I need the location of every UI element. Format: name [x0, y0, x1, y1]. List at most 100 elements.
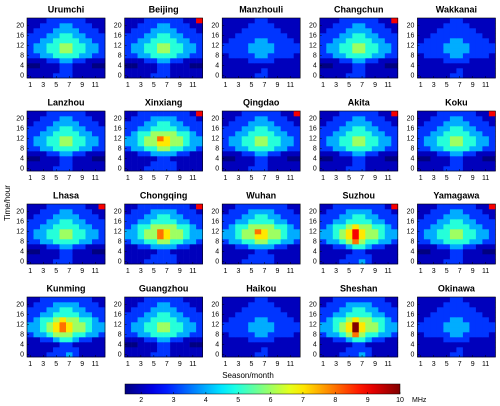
- heat-cell: [222, 161, 229, 167]
- heat-cell: [157, 244, 164, 250]
- heat-cell: [235, 352, 242, 358]
- heat-cell: [482, 156, 490, 162]
- heat-cell: [462, 131, 470, 137]
- heat-cell: [79, 28, 86, 34]
- heat-cell: [326, 126, 334, 132]
- heat-cell: [358, 307, 366, 313]
- heat-cell: [157, 342, 164, 348]
- heat-cell: [462, 43, 470, 49]
- heat-cell: [456, 43, 464, 49]
- heat-cell: [248, 219, 255, 225]
- heat-cell: [462, 244, 470, 250]
- heat-cell: [131, 307, 138, 313]
- heat-cell: [423, 259, 431, 265]
- heat-cell: [163, 68, 171, 74]
- heat-cell: [124, 136, 132, 142]
- heat-cell: [66, 347, 73, 353]
- heat-cell: [339, 131, 347, 137]
- heat-cell: [98, 347, 106, 353]
- heat-cell: [475, 43, 483, 49]
- y-tick-label: 20: [114, 301, 122, 308]
- heat-cell: [163, 307, 171, 313]
- heat-cell: [449, 312, 457, 318]
- heat-cell: [241, 209, 249, 215]
- heat-cell: [137, 156, 145, 162]
- heat-cell: [378, 337, 386, 343]
- heat-cell: [274, 116, 281, 122]
- heat-cell: [417, 322, 425, 328]
- heat-cell: [345, 254, 353, 260]
- heat-cell: [170, 161, 177, 167]
- heat-cell: [157, 63, 164, 69]
- y-tick-label: 16: [114, 32, 122, 39]
- heat-cell: [475, 317, 483, 323]
- heat-cell: [176, 141, 184, 147]
- heat-cell: [40, 53, 47, 59]
- heat-cell: [449, 68, 457, 74]
- heat-cell: [176, 342, 184, 348]
- heat-cell: [92, 249, 99, 255]
- heat-cell: [72, 166, 80, 172]
- heat-cell: [339, 141, 347, 147]
- heat-cell: [475, 73, 483, 79]
- heat-cell: [443, 161, 451, 167]
- panel-frame: [26, 203, 106, 265]
- heat-cell: [365, 317, 373, 323]
- heat-cell: [475, 347, 483, 353]
- heat-cell: [150, 48, 158, 54]
- y-tick-label: 8: [20, 238, 24, 245]
- heat-cell: [150, 43, 158, 49]
- heat-cell: [124, 249, 132, 255]
- heat-cell: [449, 302, 457, 308]
- heat-cell: [150, 307, 158, 313]
- y-tick-label: 20: [114, 208, 122, 215]
- heat-cell: [319, 33, 327, 39]
- heat-cell: [287, 244, 294, 250]
- heat-cell: [189, 332, 197, 338]
- heat-cell: [280, 342, 288, 348]
- heat-cell: [488, 28, 496, 34]
- heat-cell: [53, 204, 60, 210]
- heat-cell: [176, 63, 184, 69]
- heat-cell: [293, 214, 301, 220]
- heat-cell: [261, 48, 268, 54]
- heat-cell: [287, 131, 294, 137]
- heat-cell: [248, 63, 255, 69]
- heat-cell: [378, 224, 386, 230]
- x-tick-label: 7: [360, 361, 364, 368]
- heat-cell: [339, 116, 347, 122]
- heat-cell: [33, 352, 41, 358]
- heat-cell: [267, 347, 275, 353]
- heat-cell: [462, 219, 470, 225]
- heat-cell: [241, 337, 249, 343]
- heat-cell: [430, 249, 438, 255]
- panel-title: Sheshan: [340, 283, 378, 293]
- heat-cell: [293, 146, 301, 152]
- heat-cell: [293, 249, 301, 255]
- heat-cell: [254, 322, 262, 328]
- heat-cell: [417, 126, 425, 132]
- heat-cell: [150, 239, 158, 245]
- heat-cell: [66, 136, 73, 142]
- heat-cell: [196, 249, 203, 255]
- heat-cell: [482, 18, 490, 24]
- heat-cell: [46, 307, 54, 313]
- heat-cell: [163, 136, 171, 142]
- heat-cell: [196, 156, 203, 162]
- heat-cell: [449, 161, 457, 167]
- heat-cell: [254, 63, 262, 69]
- heat-cell: [352, 141, 360, 147]
- heat-cell: [339, 121, 347, 127]
- heat-cell: [391, 322, 399, 328]
- heat-cell: [150, 111, 158, 117]
- heat-cell: [40, 219, 47, 225]
- heat-cell: [189, 63, 197, 69]
- heat-cell: [417, 156, 425, 162]
- heat-cell: [124, 68, 132, 74]
- heat-cell: [248, 224, 255, 230]
- heat-cell: [371, 254, 379, 260]
- heat-cell: [293, 204, 301, 210]
- heat-cell: [469, 259, 477, 265]
- heat-cell: [163, 297, 171, 303]
- y-tick-label: 0: [215, 72, 219, 79]
